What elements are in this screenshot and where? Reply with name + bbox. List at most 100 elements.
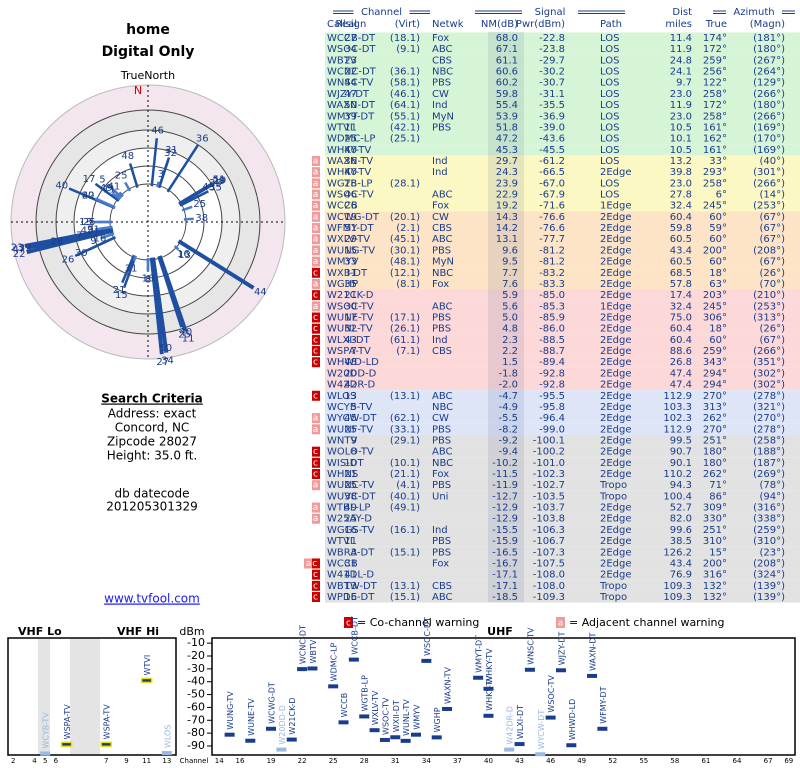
table-cell: 35 bbox=[344, 279, 357, 290]
bar-label: WSOC-DT bbox=[423, 617, 432, 656]
column-header: NM(dB) bbox=[481, 19, 518, 30]
row-band bbox=[325, 121, 800, 134]
row-band bbox=[325, 323, 800, 335]
table-cell: 63° bbox=[709, 279, 727, 290]
row-band bbox=[325, 99, 800, 111]
signal-spoke bbox=[118, 191, 124, 197]
table-cell: 9 bbox=[351, 435, 357, 446]
table-cell: ABC bbox=[432, 44, 453, 55]
table-cell: (8.1) bbox=[396, 279, 420, 290]
table-cell: (321°) bbox=[753, 402, 785, 413]
signal-spoke bbox=[88, 236, 116, 251]
table-cell: -86.0 bbox=[539, 324, 565, 335]
row-band bbox=[325, 412, 800, 424]
table-cell: (7.1) bbox=[396, 346, 420, 357]
table-cell: (187°) bbox=[753, 458, 785, 469]
warning-icon bbox=[312, 200, 320, 211]
table-cell: -1.8 bbox=[498, 368, 518, 379]
table-cell: 48 bbox=[344, 357, 357, 368]
signal-spoke bbox=[178, 189, 203, 206]
table-cell: (26°) bbox=[759, 268, 785, 279]
table-cell: (30.1) bbox=[390, 245, 420, 256]
table-cell: WUNG-TV bbox=[327, 245, 375, 256]
row-band bbox=[325, 54, 800, 66]
table-cell: LOS bbox=[600, 111, 619, 122]
table-cell: WMYV bbox=[327, 257, 359, 268]
table-cell: -12.9 bbox=[492, 503, 518, 514]
table-cell: 132° bbox=[703, 581, 727, 592]
adj-text: = Adjacent channel warning bbox=[569, 616, 725, 629]
co-text: = Co-channel warning bbox=[357, 616, 479, 629]
table-cell: (14°) bbox=[759, 190, 785, 201]
warning-icon bbox=[312, 211, 320, 222]
table-cell: (270°) bbox=[753, 413, 785, 424]
warning-letters: c bbox=[313, 268, 319, 278]
group-header: Signal bbox=[535, 7, 566, 18]
uhf-box bbox=[211, 637, 796, 756]
signal-bar bbox=[421, 658, 432, 663]
signal-spoke bbox=[177, 239, 255, 290]
table-cell: 90.7 bbox=[670, 447, 692, 458]
row-band bbox=[325, 211, 800, 223]
signal-bar bbox=[597, 726, 608, 731]
table-cell: 27.8 bbox=[670, 190, 692, 201]
table-cell: 26 bbox=[344, 201, 357, 212]
table-cell: (351°) bbox=[753, 357, 785, 368]
y-tick-label: -80 bbox=[187, 726, 205, 739]
signal-spoke bbox=[107, 184, 123, 199]
table-cell: -83.3 bbox=[539, 279, 565, 290]
table-cell: WLOS bbox=[327, 391, 356, 402]
group-header: Azimuth bbox=[733, 7, 774, 18]
table-cell: 71° bbox=[709, 480, 727, 491]
bar-label: W21CK-D bbox=[288, 697, 297, 734]
signal-spoke bbox=[128, 163, 139, 188]
table-cell: (316°) bbox=[753, 503, 785, 514]
table-cell: LOS bbox=[600, 89, 619, 100]
table-cell: 49 bbox=[344, 503, 357, 514]
table-cell: 67.1 bbox=[496, 44, 518, 55]
table-cell: WLXI-DT bbox=[327, 335, 371, 346]
subtitle: Digital Only bbox=[102, 44, 195, 60]
table-cell: 330° bbox=[703, 514, 727, 525]
table-cell: (12.1) bbox=[390, 268, 420, 279]
table-cell: (42.1) bbox=[390, 122, 420, 133]
warning-letters: a bbox=[313, 503, 320, 513]
table-cell: 2Edge bbox=[600, 357, 632, 368]
table-cell: (313°) bbox=[753, 313, 785, 324]
signal-spoke bbox=[179, 190, 209, 207]
x-tick-label: 46 bbox=[546, 757, 555, 765]
table-cell: (181°) bbox=[753, 33, 785, 44]
table-cell: -16.7 bbox=[492, 558, 518, 569]
table-cell: 3 bbox=[351, 547, 357, 558]
warning-letters: a bbox=[313, 224, 320, 234]
row-band bbox=[325, 557, 800, 570]
warning-letters: c bbox=[313, 458, 319, 468]
warning-icon bbox=[312, 312, 320, 323]
search-line: Concord, NC bbox=[115, 421, 190, 435]
table-cell: 5.0 bbox=[502, 313, 518, 324]
row-band bbox=[325, 311, 800, 324]
table-cell: -95.8 bbox=[539, 402, 565, 413]
x-tick-label: 14 bbox=[215, 757, 224, 765]
row-band bbox=[325, 133, 800, 145]
spoke-label: 11 bbox=[103, 185, 116, 196]
signal-bar bbox=[400, 738, 411, 743]
table-cell: 2Edge bbox=[600, 245, 632, 256]
x-tick-label: 31 bbox=[391, 757, 400, 765]
row-band bbox=[325, 32, 800, 44]
row-band bbox=[325, 401, 800, 413]
table-cell: LOS bbox=[600, 100, 619, 111]
table-cell: WHKY-TV bbox=[327, 145, 371, 156]
spoke-label: 21 bbox=[87, 225, 100, 236]
row-band bbox=[325, 155, 800, 167]
row-band bbox=[325, 356, 800, 368]
site-link[interactable]: www.tvfool.com bbox=[104, 592, 200, 606]
column-header: (Magn) bbox=[750, 19, 785, 30]
table-cell: -106.3 bbox=[533, 525, 565, 536]
table-cell: 9.7 bbox=[676, 78, 692, 89]
table-cell: 26.8 bbox=[670, 357, 692, 368]
table-cell: W21CK-D bbox=[327, 290, 374, 301]
table-cell: 109.3 bbox=[663, 581, 692, 592]
table-cell: -67.0 bbox=[539, 178, 565, 189]
table-cell: WOLO-TV bbox=[327, 447, 374, 458]
